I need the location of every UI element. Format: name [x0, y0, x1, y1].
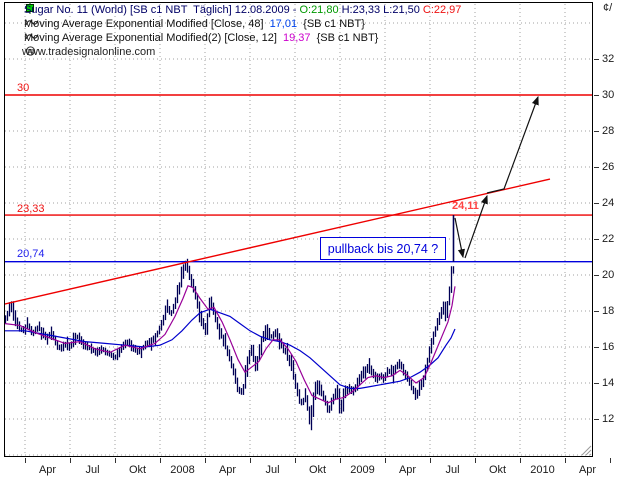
time-tick — [250, 458, 251, 463]
time-tick-label: Okt — [308, 464, 327, 476]
plot-area — [3, 2, 593, 457]
watermark-row: www.tradesignalonline.com — [7, 45, 155, 58]
time-tick-label: Apr — [398, 464, 417, 476]
price-tick — [594, 95, 599, 96]
time-tick-label: Apr — [218, 464, 237, 476]
time-tick — [430, 458, 431, 463]
time-tick-label: Okt — [488, 464, 507, 476]
price-tick — [594, 347, 599, 348]
tradesignal-logo-icon — [7, 33, 36, 71]
resize-grip[interactable] — [581, 445, 592, 456]
price-tick — [594, 383, 599, 384]
price-tick-label: 18 — [602, 305, 615, 317]
price-bars — [4, 258, 455, 431]
instrument-legend-row[interactable]: Sugar No. 11 (World) [SB c1 NBT Täglich]… — [7, 2, 462, 16]
forecast-arrows — [454, 95, 539, 259]
price-tick-label: 16 — [602, 341, 615, 353]
plot-border — [4, 2, 593, 457]
ma12-value: 19,37 — [283, 31, 311, 44]
price-tick-label: 22 — [602, 233, 615, 245]
ema12-line — [4, 285, 456, 404]
time-tick-label: Apr — [578, 464, 597, 476]
price-tick-label: 32 — [602, 53, 615, 65]
watermark-text[interactable]: www.tradesignalonline.com — [22, 45, 156, 58]
price-tick — [594, 167, 599, 168]
support-2074-label: 20,74 — [17, 248, 45, 260]
time-tick — [385, 458, 386, 463]
time-tick-label: Jul — [85, 464, 100, 476]
ma12-label: Moving Average Exponential Modified(2) [… — [24, 31, 280, 44]
y-axis-unit-label: ¢/ — [603, 2, 613, 14]
instrument-candle-icon — [7, 0, 35, 29]
ascending-trendline — [3, 178, 551, 305]
resistance-2333-label: 23,33 — [17, 203, 45, 215]
instrument-title: Sugar No. 11 (World) [SB c1 NBT Täglich]… — [24, 3, 290, 16]
time-tick-label: Jul — [445, 464, 460, 476]
highlow-values: H:23,33 L:21,50 — [341, 3, 420, 16]
price-tick — [594, 131, 599, 132]
time-tick-label: 2009 — [350, 464, 375, 476]
price-tick-label: 28 — [602, 125, 615, 137]
time-tick — [70, 458, 71, 463]
time-tick-label: Okt — [128, 464, 147, 476]
resistance-30-label: 30 — [17, 82, 30, 94]
time-tick — [115, 458, 116, 463]
time-tick-label: Jul — [265, 464, 280, 476]
time-tick — [205, 458, 206, 463]
title-separator: - — [292, 3, 297, 16]
time-tick-label: Apr — [38, 464, 57, 476]
close-value: C:22,97 — [422, 3, 462, 16]
price-tick-label: 24 — [602, 197, 615, 209]
time-tick — [565, 458, 566, 463]
price-tick — [594, 311, 599, 312]
ma48-suffix: {SB c1 NBT} — [300, 17, 365, 30]
price-tick — [594, 239, 599, 240]
price-tick — [594, 275, 599, 276]
gridlines — [5, 4, 592, 456]
time-tick — [160, 458, 161, 463]
price-tick-label: 30 — [602, 89, 615, 101]
price-tick-label: 26 — [602, 161, 615, 173]
price-tick-label: 14 — [602, 377, 615, 389]
open-value: O:21,80 — [299, 3, 339, 16]
wave-icon — [7, 19, 39, 57]
price-chart-canvas — [3, 2, 593, 457]
ma48-legend-row[interactable]: Moving Average Exponential Modified [Clo… — [7, 17, 365, 30]
ema48-line — [5, 308, 456, 389]
time-tick — [610, 458, 611, 463]
time-tick — [25, 458, 26, 463]
price-tick — [594, 59, 599, 60]
ma12-legend-row[interactable]: Moving Average Exponential Modified(2) [… — [7, 31, 378, 44]
price-tick-label: 12 — [602, 413, 615, 425]
trendline-value-label: 24,11 — [452, 200, 479, 212]
time-tick-label: 2010 — [530, 464, 555, 476]
ma48-value: 17,01 — [269, 17, 298, 30]
price-tick-label: 20 — [602, 269, 615, 281]
time-tick — [520, 458, 521, 463]
level-lines — [4, 94, 593, 263]
time-tick-label: 2008 — [170, 464, 195, 476]
time-tick — [295, 458, 296, 463]
pullback-annotation-text: pullback bis 20,74 ? — [327, 241, 439, 256]
time-tick — [475, 458, 476, 463]
wave-icon — [7, 5, 39, 43]
ma48-label: Moving Average Exponential Modified [Clo… — [24, 17, 267, 30]
time-tick — [340, 458, 341, 463]
ma12-suffix: {SB c1 NBT} — [313, 31, 379, 44]
price-tick — [594, 419, 599, 420]
pullback-annotation[interactable]: pullback bis 20,74 ? — [320, 237, 446, 260]
price-tick — [594, 203, 599, 204]
